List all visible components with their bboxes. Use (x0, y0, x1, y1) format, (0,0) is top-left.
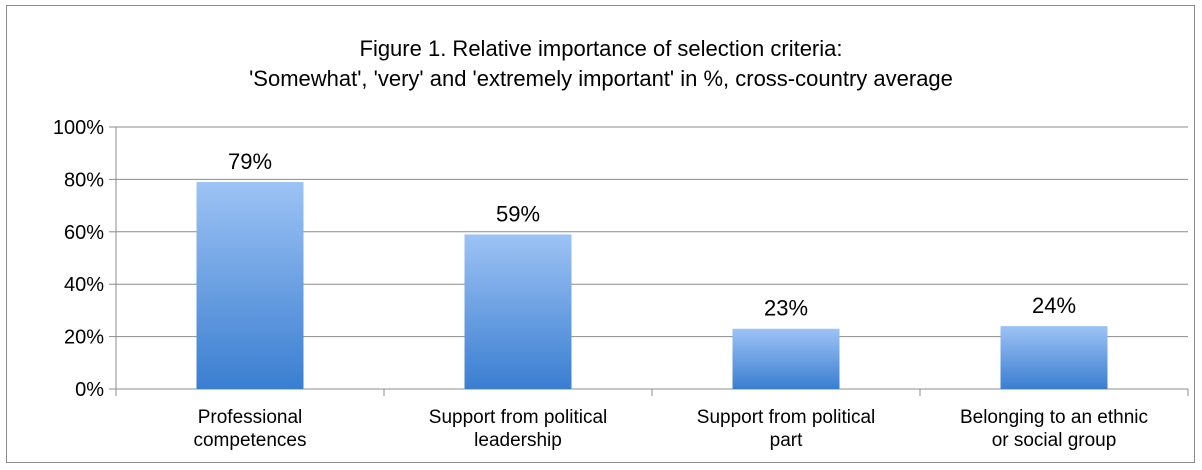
x-category-label: Belonging to an ethnic (960, 407, 1148, 428)
data-label: 24% (1032, 293, 1076, 318)
y-tick-label: 60% (64, 222, 104, 244)
x-category-label: part (770, 430, 803, 451)
x-category-label: competences (193, 430, 306, 451)
data-label: 59% (496, 201, 540, 226)
data-label: 23% (764, 296, 808, 321)
chart-title-line-1: Figure 1. Relative importance of selecti… (360, 36, 843, 61)
x-category-label: or social group (992, 430, 1117, 451)
x-category-label: Support from political (429, 407, 607, 428)
y-tick-label: 20% (64, 327, 104, 349)
bar (732, 328, 840, 389)
y-tick-label: 80% (64, 169, 104, 191)
chart-title-line-2: 'Somewhat', 'very' and 'extremely import… (249, 66, 953, 91)
bar (464, 234, 572, 389)
y-tick-label: 0% (75, 379, 104, 401)
bar (1000, 326, 1108, 389)
y-tick-label: 100% (53, 117, 104, 139)
x-category-label: Professional (198, 407, 303, 428)
x-category-label: Support from political (697, 407, 875, 428)
x-category-label: leadership (474, 430, 562, 451)
chart-frame: Figure 1. Relative importance of selecti… (6, 5, 1195, 463)
labels: 0% 20% 40% 60% 80% 100% 79% Professionalcompete… (53, 117, 1148, 451)
data-label: 79% (228, 149, 272, 174)
bar (196, 182, 304, 389)
bar-chart: Figure 1. Relative importance of selecti… (53, 36, 1189, 451)
bars (196, 182, 1108, 389)
y-tick-label: 40% (64, 274, 104, 296)
